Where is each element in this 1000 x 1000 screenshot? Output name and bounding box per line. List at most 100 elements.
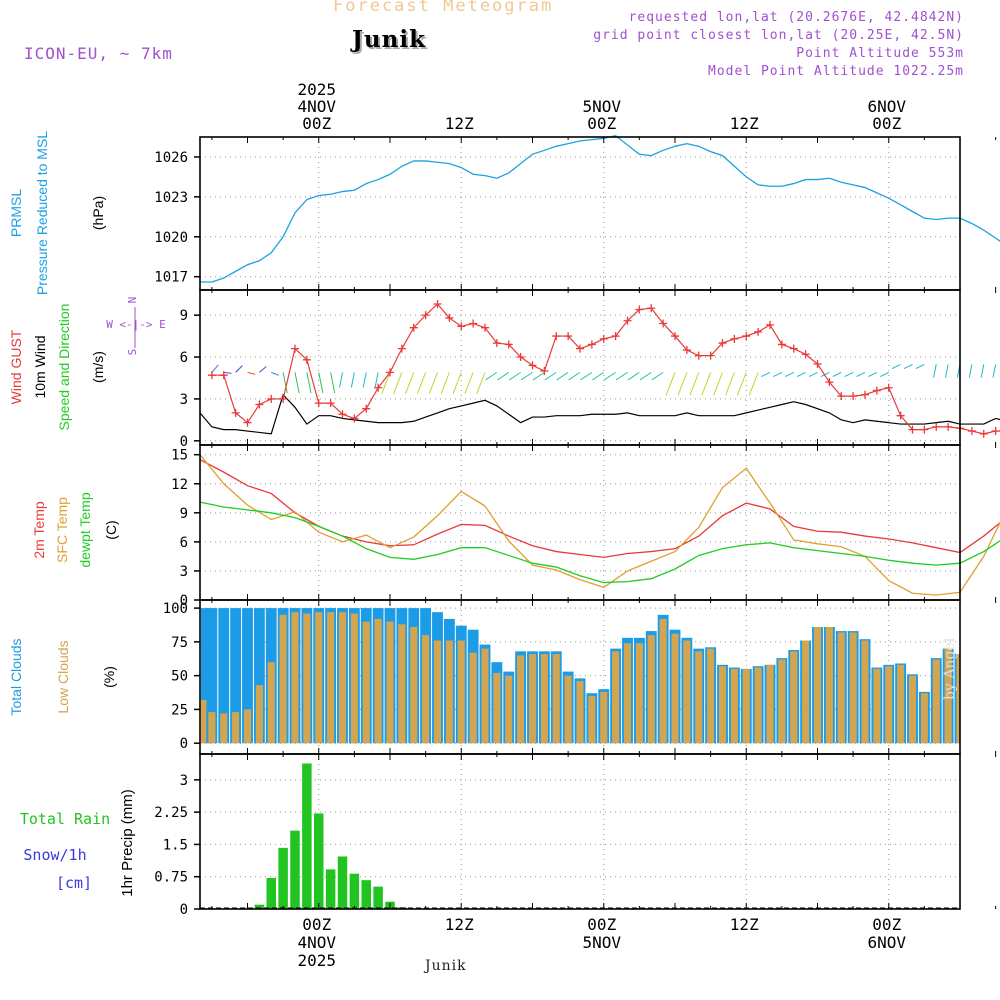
low-cloud-bar [291, 612, 299, 744]
compass-n: N [126, 297, 139, 304]
y-tick-label: 15 [171, 448, 188, 464]
y-tick-label: 9 [180, 308, 188, 324]
y-tick-label: 1026 [154, 150, 188, 166]
gust-marker [397, 344, 406, 353]
gust-marker [777, 340, 786, 349]
low-cloud-bar [707, 648, 715, 744]
wind-arrow [330, 372, 336, 394]
wind-arrow [713, 372, 723, 396]
low-cloud-bar [517, 655, 525, 744]
dewpoint-line [199, 501, 1000, 584]
wind-gust-label: Wind GUST [8, 329, 24, 404]
bottom-time-label: 12Z [445, 915, 474, 934]
low-cloud-bar [469, 652, 477, 744]
gust-marker [243, 418, 252, 427]
panel-wind: 0 3 6 9 [180, 290, 1000, 450]
low-cloud-bar [671, 633, 679, 744]
bottom-time-label: 5NOV [582, 933, 621, 952]
low-cloud-bar [422, 635, 430, 744]
total-cloud-bar [206, 608, 218, 744]
rain-bar [278, 847, 288, 909]
wind-arrow [832, 371, 842, 377]
y-tick-label: 0 [180, 902, 188, 918]
gust-marker [302, 355, 311, 364]
gust-marker [326, 399, 335, 408]
wind-arrow [773, 371, 783, 377]
wind-arrow [294, 372, 300, 394]
gust-marker [623, 316, 632, 325]
low-cloud-bar [552, 654, 560, 744]
wind-arrow [701, 372, 712, 396]
gust-marker [267, 394, 276, 403]
low-cloud-bar [386, 621, 394, 744]
wind-arrow [615, 371, 628, 381]
wind-arrow [820, 371, 830, 377]
y-tick-label: 6 [180, 350, 188, 366]
gust-marker [231, 408, 240, 417]
grid-point-coords: grid point closest lon,lat (20.25E, 42.5… [593, 28, 964, 43]
model-altitude: Model Point Altitude 1022.25m [708, 64, 964, 79]
y-tick-label: 50 [171, 669, 188, 685]
gust-marker [635, 305, 644, 314]
panel-precip: 0 0.75 1.5 2.25 3 [154, 754, 960, 918]
wind-arrow [856, 371, 866, 377]
gust-marker [516, 353, 525, 362]
wind-arrow [393, 372, 403, 394]
y-tick-label: 3 [180, 392, 188, 408]
rain-bar [325, 869, 336, 909]
total-cloud-bar [253, 608, 265, 744]
low-cloud-bar [201, 699, 209, 744]
t2m-label: 2m Temp [31, 501, 47, 559]
gust-marker [896, 411, 905, 420]
low-cloud-bar [659, 618, 667, 744]
compass-s: S [126, 349, 139, 356]
y-tick-label: 1023 [154, 190, 188, 206]
low-cloud-bar [303, 613, 311, 744]
wind-arrow [880, 371, 889, 377]
wind-arrow [282, 372, 288, 394]
wind-arrow [485, 371, 498, 381]
wind-dir-label: Speed and Direction [56, 304, 72, 431]
low-cloud-bar [279, 614, 287, 744]
y-tick-label: 0 [180, 434, 188, 450]
gust-marker [528, 361, 537, 370]
gust-marker [789, 344, 798, 353]
low-cloud-bar [695, 651, 703, 744]
gust-marker [706, 351, 715, 360]
gust-marker [944, 422, 953, 431]
y-tick-label: 3 [180, 564, 188, 580]
pressure-label-1: PRMSL [8, 189, 24, 237]
total-cloud-bar [230, 608, 242, 744]
gust-marker [457, 322, 466, 331]
gust-marker [481, 323, 489, 332]
gust-marker [469, 319, 478, 328]
low-cloud-bar [374, 618, 382, 744]
wind-arrow [868, 371, 878, 377]
wind-unit: (m/s) [90, 351, 106, 383]
gust-marker [207, 371, 216, 380]
gust-marker [837, 392, 846, 401]
wind-arrow [992, 364, 997, 378]
gust-marker [433, 299, 442, 308]
bottom-time-label: 6NOV [867, 933, 906, 952]
wind-arrow [428, 372, 438, 394]
low-cloud-bar [350, 613, 358, 744]
low-cloud-bar [932, 659, 940, 744]
wind-arrow [785, 371, 794, 377]
low-cloud-bar [232, 712, 240, 744]
bottom-time-labels: 00Z4NOV202512Z00Z5NOV12Z00Z6NOV12Z [297, 915, 906, 970]
wind-arrow [247, 371, 256, 375]
low-cloud-bar [255, 685, 263, 744]
gust-marker [766, 320, 774, 329]
wind-arrow [223, 371, 232, 374]
gust-marker [730, 334, 739, 343]
top-time-label: 12Z [730, 114, 759, 133]
y-tick-label: 0.75 [154, 870, 188, 886]
top-time-label: 6NOV [867, 97, 906, 116]
gust-marker [421, 311, 430, 320]
wind-arrow [259, 366, 267, 373]
gust-marker [908, 425, 917, 434]
gust-marker [754, 327, 763, 336]
bottom-time-label: 12Z [730, 915, 759, 934]
wind-arrow [689, 372, 700, 396]
